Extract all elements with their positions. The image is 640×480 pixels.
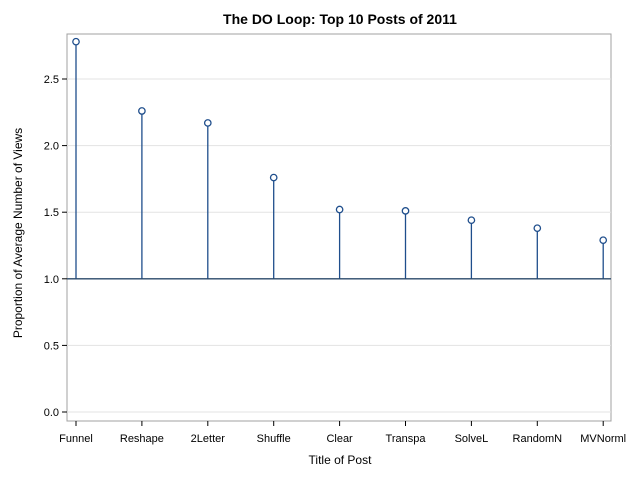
- x-tick-label: RandomN: [513, 433, 563, 445]
- needle-marker: [269, 173, 278, 182]
- x-tick-label: 2Letter: [191, 433, 226, 445]
- x-tick-label: MVNorml: [580, 433, 626, 445]
- y-tick-label: 1.5: [44, 207, 59, 219]
- y-tick-label: 0.5: [44, 340, 59, 352]
- chart-title: The DO Loop: Top 10 Posts of 2011: [223, 11, 457, 27]
- y-tick-label: 2.5: [44, 74, 59, 86]
- needle-marker: [599, 236, 608, 245]
- x-tick-label: Shuffle: [257, 433, 291, 445]
- needle-marker: [335, 205, 344, 214]
- needle-marker: [203, 119, 212, 127]
- needle-marker: [467, 216, 476, 225]
- y-tick-label: 2.0: [44, 141, 59, 153]
- needle-marker: [533, 224, 542, 233]
- y-tick-label: 1.0: [44, 274, 59, 286]
- y-axis: 0.0 0.5 1.0 1.5 2.0 2.5: [44, 74, 67, 419]
- needles: [67, 37, 611, 280]
- needle-marker: [401, 207, 410, 215]
- x-axis-label: Title of Post: [309, 453, 373, 467]
- x-axis: Funnel Reshape 2Letter Shuffle Clear Transpa S…: [59, 421, 626, 445]
- x-tick-label: Clear: [326, 433, 353, 445]
- y-tick-label: 0.0: [44, 407, 59, 419]
- x-tick-label: SolveL: [455, 433, 489, 445]
- x-tick-label: Funnel: [59, 433, 93, 445]
- x-tick-label: Reshape: [120, 433, 164, 445]
- x-tick-label: Transpa: [386, 433, 427, 445]
- y-axis-label: Proportion of Average Number of Views: [11, 128, 25, 338]
- needle-marker: [138, 107, 146, 115]
- needle-marker: [72, 37, 80, 46]
